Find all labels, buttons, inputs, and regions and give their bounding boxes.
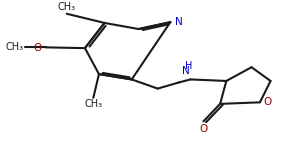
Text: N: N [175, 17, 183, 27]
Text: CH₃: CH₃ [5, 42, 23, 52]
Text: CH₃: CH₃ [84, 99, 102, 109]
Text: O: O [199, 124, 207, 134]
Text: H: H [185, 61, 193, 71]
Text: O: O [264, 97, 272, 107]
Text: O: O [34, 43, 42, 53]
Text: CH₃: CH₃ [58, 2, 76, 12]
Text: N: N [183, 66, 190, 76]
